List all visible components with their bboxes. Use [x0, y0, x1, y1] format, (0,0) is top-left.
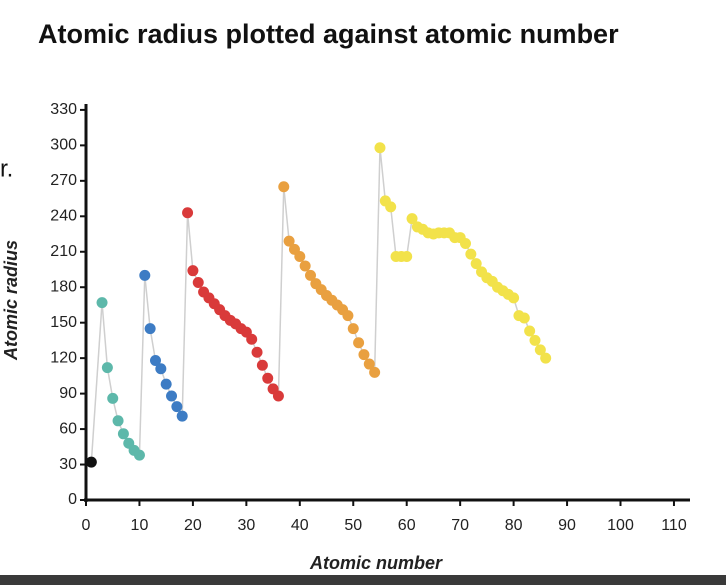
data-point — [171, 401, 183, 413]
x-tick-label: 110 — [661, 517, 687, 534]
connecting-line — [373, 147, 381, 373]
connecting-line — [277, 186, 285, 396]
y-tick-label: 180 — [50, 278, 77, 295]
x-tick-label: 40 — [291, 517, 309, 534]
data-point — [256, 359, 268, 371]
data-point — [529, 334, 541, 346]
data-point — [278, 181, 290, 193]
data-point — [155, 363, 167, 375]
data-point — [401, 250, 413, 262]
data-point — [149, 355, 161, 367]
data-point — [262, 372, 274, 384]
data-point — [374, 142, 386, 154]
data-point — [133, 449, 145, 461]
y-tick-label: 300 — [50, 137, 77, 154]
data-point — [101, 362, 113, 374]
data-point — [144, 323, 156, 335]
data-point — [465, 248, 477, 260]
data-point — [342, 310, 354, 322]
y-tick-label: 330 — [50, 101, 77, 118]
data-point — [272, 390, 284, 402]
data-point — [406, 213, 418, 225]
data-point — [524, 325, 536, 337]
x-tick-label: 80 — [505, 517, 523, 534]
y-axis-label: Atomic radius — [1, 240, 21, 361]
data-point — [246, 333, 258, 345]
x-tick-label: 100 — [607, 517, 634, 534]
y-tick-label: 270 — [50, 172, 77, 189]
chart-title: Atomic radius plotted against atomic num… — [38, 19, 619, 49]
data-point — [369, 366, 381, 378]
data-point — [187, 265, 199, 277]
y-tick-label: 30 — [59, 456, 77, 473]
x-tick-label: 70 — [451, 517, 469, 534]
side-note: r. — [0, 155, 13, 182]
data-point — [358, 349, 370, 361]
data-point — [85, 456, 97, 468]
y-tick-label: 240 — [50, 208, 77, 225]
data-point — [470, 258, 482, 270]
data-point — [182, 207, 194, 219]
data-point — [385, 201, 397, 213]
y-tick-label: 210 — [50, 243, 77, 260]
data-point — [353, 337, 365, 349]
data-point — [176, 410, 188, 422]
window-edge — [0, 575, 726, 585]
data-point — [540, 352, 552, 364]
data-point — [166, 390, 178, 402]
connecting-line — [181, 212, 189, 417]
x-tick-label: 0 — [82, 517, 91, 534]
x-tick-label: 90 — [558, 517, 576, 534]
data-point — [117, 428, 129, 440]
data-point — [304, 269, 316, 281]
connecting-line — [138, 275, 146, 456]
data-point — [534, 344, 546, 356]
data-point — [460, 237, 472, 249]
data-point — [363, 358, 375, 370]
data-point — [160, 378, 172, 390]
data-point — [251, 346, 263, 358]
y-tick-label: 150 — [50, 314, 77, 331]
x-tick-label: 20 — [184, 517, 202, 534]
connecting-line — [90, 302, 103, 463]
x-tick-label: 60 — [398, 517, 416, 534]
data-point — [283, 235, 295, 247]
data-point — [299, 260, 311, 272]
data-point — [139, 269, 151, 281]
data-point — [112, 415, 124, 427]
data-point — [508, 292, 520, 304]
data-point — [192, 276, 204, 288]
y-tick-label: 90 — [59, 385, 77, 402]
y-tick-label: 60 — [59, 420, 77, 437]
data-point — [294, 250, 306, 262]
y-tick-label: 0 — [68, 491, 77, 508]
y-tick-label: 120 — [50, 349, 77, 366]
x-axis-label: Atomic number — [309, 553, 443, 573]
data-point — [347, 323, 359, 335]
data-point — [518, 312, 530, 324]
x-tick-label: 50 — [344, 517, 362, 534]
x-tick-label: 10 — [131, 517, 149, 534]
x-tick-label: 30 — [237, 517, 255, 534]
data-point — [96, 297, 108, 309]
data-point — [107, 392, 119, 404]
